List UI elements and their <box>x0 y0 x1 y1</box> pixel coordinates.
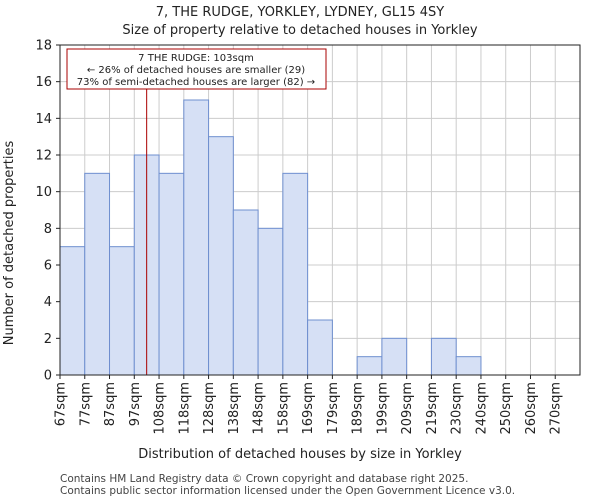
annotation-line-2: ← 26% of detached houses are smaller (29… <box>87 65 305 76</box>
x-tick-label-2: 87sqm <box>103 382 118 426</box>
bar-108sqm <box>158 172 185 376</box>
annotation-box: 7 THE RUDGE: 103sqm ← 26% of detached ho… <box>66 48 327 90</box>
x-tick-label-15: 219sqm <box>425 382 440 435</box>
chart-title: 7, THE RUDGE, YORKLEY, LYDNEY, GL15 4SY <box>156 5 445 20</box>
y-tick-label-5: 10 <box>35 185 52 200</box>
footer-line-2: Contains public sector information licen… <box>60 485 515 497</box>
x-tick-label-16: 230sqm <box>450 382 465 435</box>
x-tick-label-13: 199sqm <box>375 382 390 435</box>
x-tick-label-0: 67sqm <box>54 382 69 426</box>
bar-148sqm <box>257 227 284 376</box>
y-tick-label-2: 4 <box>44 295 52 310</box>
bars <box>59 99 482 376</box>
x-tick-label-9: 158sqm <box>276 382 291 435</box>
x-axis-ticks: 67sqm 77sqm 87sqm 97sqm 108sqm 118sqm 128sqm 13… <box>54 375 564 435</box>
y-tick-label-3: 6 <box>44 259 52 274</box>
bar-118sqm <box>183 99 210 376</box>
y-tick-label-8: 16 <box>35 75 52 90</box>
bar-189sqm <box>356 356 383 376</box>
plot-frame <box>59 44 581 376</box>
x-tick-label-11: 179sqm <box>326 382 341 435</box>
y-tick-label-1: 2 <box>44 332 52 347</box>
x-tick-label-18: 250sqm <box>499 382 514 435</box>
annotation-line-1: 7 THE RUDGE: 103sqm <box>138 53 254 64</box>
bar-128sqm <box>208 136 234 376</box>
bar-219sqm <box>430 337 457 376</box>
x-tick-label-1: 77sqm <box>78 382 93 426</box>
x-tick-label-19: 260sqm <box>524 382 539 435</box>
x-axis-label: Distribution of detached houses by size … <box>138 447 462 462</box>
y-tick-label-7: 14 <box>35 112 52 127</box>
x-tick-label-17: 240sqm <box>474 382 489 435</box>
footer-line-1: Contains HM Land Registry data © Crown c… <box>60 473 468 485</box>
bar-67sqm <box>59 246 86 376</box>
chart-subtitle: Size of property relative to detached ho… <box>122 23 477 38</box>
bar-230sqm <box>455 356 482 376</box>
x-tick-label-6: 128sqm <box>202 382 217 435</box>
annotation-line-3: 73% of semi-detached houses are larger (… <box>77 77 315 88</box>
bar-138sqm <box>232 209 259 376</box>
x-tick-label-12: 189sqm <box>351 382 366 435</box>
x-tick-label-20: 270sqm <box>549 382 564 435</box>
x-tick-label-8: 148sqm <box>252 382 267 435</box>
y-axis-label: Number of detached properties <box>2 141 17 346</box>
y-tick-label-9: 18 <box>35 39 52 54</box>
x-tick-label-5: 118sqm <box>177 382 192 435</box>
x-tick-label-4: 108sqm <box>153 382 168 435</box>
bar-77sqm <box>84 172 111 376</box>
y-tick-label-4: 8 <box>44 222 52 237</box>
bar-169sqm <box>307 319 333 376</box>
y-axis-ticks: 0 2 4 6 8 10 12 14 16 18 <box>35 39 60 384</box>
y-tick-label-6: 12 <box>35 149 52 164</box>
x-tick-label-7: 138sqm <box>227 382 242 435</box>
x-tick-label-14: 209sqm <box>400 382 415 435</box>
bar-87sqm <box>109 246 135 376</box>
bar-199sqm <box>381 337 408 376</box>
bar-158sqm <box>282 172 309 376</box>
x-tick-label-3: 97sqm <box>128 382 143 426</box>
x-tick-label-10: 169sqm <box>301 382 316 435</box>
annotation-border <box>66 48 327 90</box>
y-tick-label-0: 0 <box>44 369 52 384</box>
